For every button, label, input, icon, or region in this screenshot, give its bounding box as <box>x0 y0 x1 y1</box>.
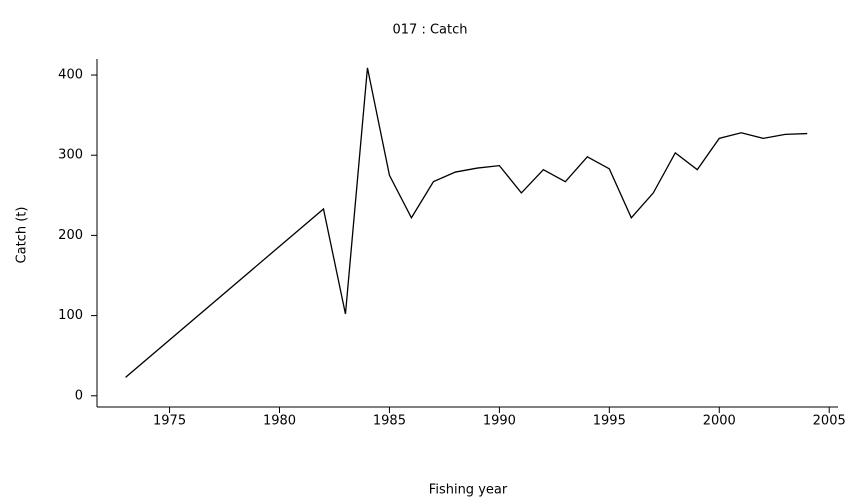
x-tick-label: 1990 <box>483 414 516 429</box>
x-tick-label: 1985 <box>373 414 406 429</box>
y-tick-label: 300 <box>58 148 83 163</box>
x-tick-label: 1975 <box>153 414 186 429</box>
y-axis-label: Catch (t) <box>15 207 30 264</box>
y-tick-label: 400 <box>58 68 83 83</box>
chart-title: 017 : Catch <box>393 23 468 38</box>
x-tick-label: 1980 <box>263 414 296 429</box>
y-tick-label: 0 <box>75 388 83 403</box>
y-tick-label: 200 <box>58 228 83 243</box>
data-line <box>125 67 808 378</box>
y-tick-label: 100 <box>58 308 83 323</box>
x-tick-label: 1995 <box>593 414 626 429</box>
x-axis-label: Fishing year <box>429 483 508 498</box>
x-tick-label: 2005 <box>813 414 846 429</box>
x-tick-label: 2000 <box>703 414 736 429</box>
